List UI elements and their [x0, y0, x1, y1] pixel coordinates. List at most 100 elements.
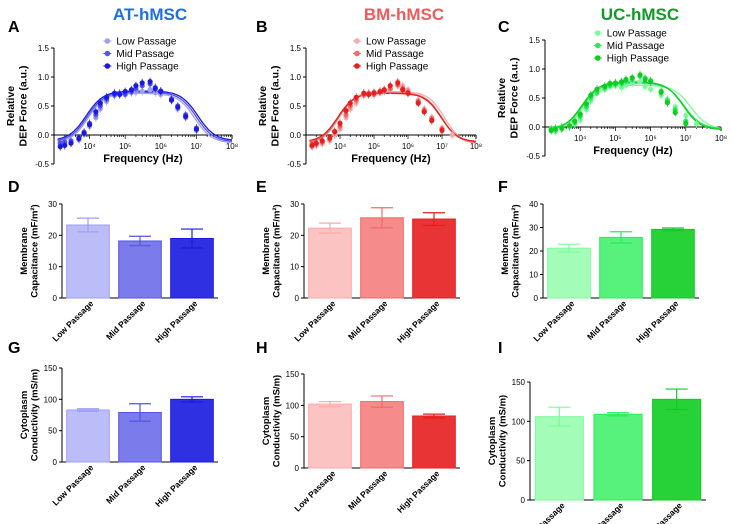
y-tick-label: 1.5: [290, 44, 302, 53]
y-axis-label: RelativeDEP Force (a.u.): [257, 66, 281, 147]
data-point-high-passage: [405, 90, 411, 96]
y-tick-label: -0.5: [287, 160, 301, 169]
data-point-high-passage: [572, 118, 578, 124]
y-tick-label: 100: [286, 401, 300, 410]
y-axis-label-line1: Relative: [496, 78, 508, 118]
data-point-high-passage: [683, 120, 689, 127]
x-tick-label: 10⁵: [368, 142, 380, 151]
x-axis-label: Frequency (Hz): [593, 145, 673, 157]
legend-label: Low Passage: [366, 37, 426, 48]
y-tick-label: 10: [529, 271, 538, 280]
legend-label: Mid Passage: [607, 41, 665, 52]
y-tick-label: 50: [48, 427, 57, 436]
chart-panel-f: 0 10 20 30 40 Low Passage Mid Passage High Pass…: [500, 200, 699, 345]
data-point-high-passage: [577, 111, 583, 117]
y-axis-label-line2: Capacitance (mF/m²): [272, 204, 283, 297]
y-axis-label: MembraneCapacitance (mF/m²): [500, 204, 522, 297]
bar-high-passage: [412, 415, 456, 469]
data-point-high-passage: [439, 127, 445, 133]
y-tick-label: 100: [44, 395, 58, 404]
data-point-low-passage: [449, 132, 455, 138]
column-title-bm: BM-hMSC: [364, 5, 444, 24]
data-point-high-passage: [415, 100, 421, 106]
fit-curve-low-passage: [57, 92, 233, 144]
x-tick-label: 10⁶: [402, 142, 414, 151]
legend-label: Mid Passage: [116, 49, 174, 60]
data-point-high-passage: [421, 109, 427, 115]
plots: -0.5 0.0 0.5 1.0 1.5 10⁴ 10⁵ 10⁶ 10⁷ 10⁸ Low Passa…: [5, 29, 727, 524]
data-point-high-passage: [87, 121, 93, 128]
bar-low-passage: [534, 416, 584, 501]
x-category-label: High Passage: [153, 298, 200, 345]
x-tick-label: 10⁸: [226, 142, 238, 151]
column-titles: AT-hMSC BM-hMSC UC-hMSC: [113, 5, 679, 24]
data-point-low-passage: [623, 82, 629, 88]
data-point-high-passage: [103, 94, 110, 100]
data-point-high-passage: [400, 87, 406, 93]
data-point-low-passage: [139, 88, 145, 95]
legend-label: Mid Passage: [366, 49, 424, 60]
data-point-high-passage: [623, 76, 629, 83]
data-point-high-passage: [347, 100, 353, 106]
data-point-high-passage: [672, 109, 678, 116]
bar-high-passage: [412, 218, 456, 299]
x-tick-label: 10⁸: [715, 134, 727, 143]
x-tick-label: 10⁴: [574, 134, 587, 143]
y-tick-label: 50: [290, 433, 299, 442]
bar-mid-passage: [593, 413, 643, 501]
y-axis-label-line1: Membrane: [19, 227, 30, 275]
data-point-high-passage: [81, 130, 87, 136]
x-category-label: Low Passage: [292, 468, 337, 513]
data-point-high-passage: [588, 92, 594, 98]
data-point-high-passage: [642, 76, 648, 83]
x-category-label: Low Passage: [50, 462, 95, 507]
bar-low-passage: [547, 247, 591, 299]
x-tick-label: 10⁷: [436, 142, 448, 151]
x-category-label: Mid Passage: [104, 462, 148, 506]
panel-letter-a: A: [8, 19, 20, 36]
x-category-label: High Passage: [395, 298, 442, 345]
x-tick-label: 10⁶: [155, 142, 167, 151]
y-axis-label-line1: Relative: [257, 86, 269, 126]
y-tick-label: 150: [512, 378, 526, 387]
data-point-high-passage: [607, 80, 613, 87]
x-category-label: High Passage: [395, 468, 442, 515]
x-category-label: Low Passage: [50, 298, 95, 343]
data-point-high-passage: [168, 97, 175, 103]
bar-mid-passage: [360, 401, 404, 469]
chart-panel-h: 0 50 100 150 Low Passage Mid Passage High Pass…: [261, 370, 460, 515]
data-point-high-passage: [343, 108, 349, 114]
y-tick-label: 0: [53, 294, 58, 303]
y-axis-label-line2: DEP Force (a.u.): [508, 58, 520, 139]
panel-letter-g: G: [8, 340, 20, 357]
legend-label: High Passage: [366, 62, 429, 73]
x-category-label: Low Passage: [531, 298, 576, 343]
data-point-high-passage: [548, 127, 554, 134]
data-point-high-passage: [387, 83, 393, 89]
x-category-label: Mid Passage: [346, 298, 390, 342]
data-point-high-passage: [337, 120, 343, 126]
data-point-mid-passage: [343, 112, 349, 118]
column-title-at: AT-hMSC: [113, 5, 187, 24]
y-axis-label-line2: Capacitance (mF/m²): [511, 204, 522, 297]
column-title-uc: UC-hMSC: [601, 5, 679, 24]
y-tick-label: 100: [512, 417, 526, 426]
y-axis-label: CytoplasmConductivity (mS/m): [261, 375, 283, 467]
data-point-low-passage: [152, 90, 158, 96]
data-point-high-passage: [122, 88, 128, 95]
legend-label: High Passage: [116, 62, 179, 73]
y-tick-label: -0.5: [35, 160, 49, 169]
y-tick-label: -0.5: [526, 152, 540, 161]
data-point-low-passage: [683, 112, 689, 118]
y-tick-label: 10: [48, 263, 57, 272]
y-tick-label: 20: [529, 247, 538, 256]
y-axis-label: CytoplasmConductivity (mS/m): [19, 369, 41, 461]
fit-curve-high-passage: [57, 90, 233, 141]
data-point-high-passage: [361, 90, 367, 96]
legend-label: Low Passage: [116, 37, 176, 48]
data-point-high-passage: [594, 86, 600, 92]
x-tick-label: 10⁷: [680, 134, 692, 143]
y-tick-label: 0.5: [290, 102, 302, 111]
x-tick-label: 10⁴: [83, 142, 96, 151]
x-category-label: Mid Passage: [585, 298, 629, 342]
